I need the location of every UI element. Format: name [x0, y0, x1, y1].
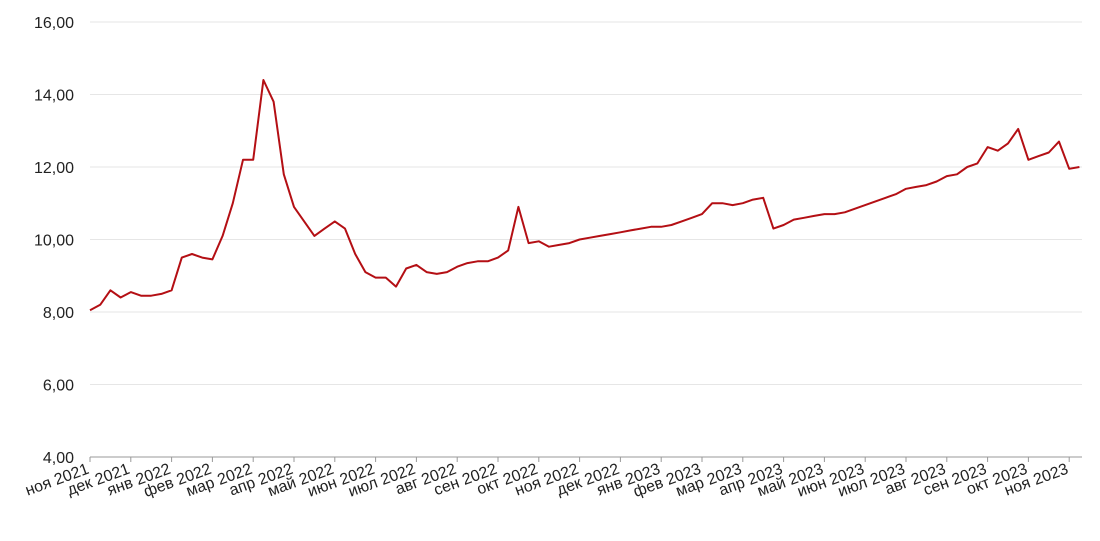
- y-tick-label: 12,00: [34, 160, 74, 177]
- y-tick-label: 16,00: [34, 15, 74, 32]
- y-tick-label: 6,00: [43, 378, 74, 395]
- y-tick-label: 8,00: [43, 305, 74, 322]
- line-series: [89, 79, 1080, 312]
- y-tick-label: 10,00: [34, 233, 74, 250]
- y-tick-label: 4,00: [43, 450, 74, 467]
- y-tick-label: 14,00: [34, 88, 74, 105]
